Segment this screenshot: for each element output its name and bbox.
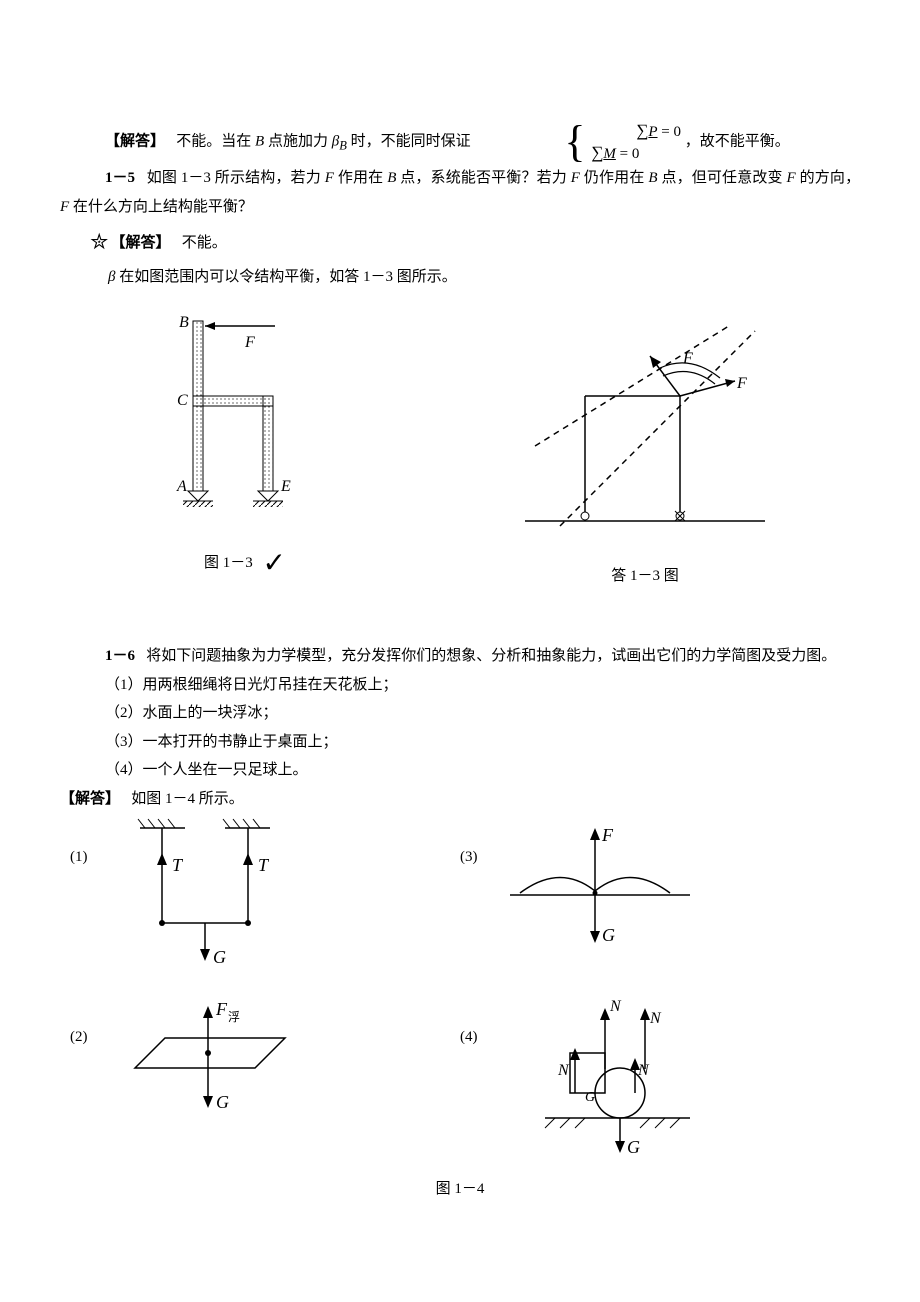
problem-1-6: 1－6 将如下问题抽象为力学模型，充分发挥你们的想象、分析和抽象能力，试画出它们… — [60, 642, 860, 671]
svg-text:G: G — [213, 947, 226, 967]
ans-label: 【解答】 — [105, 133, 165, 149]
svg-text:E: E — [280, 478, 291, 495]
ans-1-6: 【解答】 如图 1－4 所示。 — [60, 785, 860, 814]
ans-1-5: ✮【解答】 不能。 — [60, 221, 860, 263]
fig-1-4-row-2: (2) F 浮 G (4) — [70, 993, 850, 1163]
svg-text:G: G — [602, 925, 615, 945]
svg-text:N: N — [637, 1062, 650, 1079]
fig-1-4-caption: 图 1－4 — [60, 1175, 860, 1204]
ans-fig-1-3-caption: 答 1－3 图 — [505, 562, 785, 591]
q16-item-1: （1）用两根细绳将日光灯吊挂在天花板上； — [60, 671, 860, 700]
subfig-3-svg: F G — [490, 813, 710, 963]
ans-fig-1-3: F F 答 1－3 图 — [505, 326, 785, 591]
svg-text:A: A — [176, 478, 187, 495]
svg-text:C: C — [177, 392, 188, 409]
svg-text:N: N — [557, 1062, 570, 1079]
svg-text:F: F — [601, 825, 614, 845]
subfig-num-1: (1) — [70, 843, 88, 872]
q16-item-4: （4）一个人坐在一只足球上。 — [60, 756, 860, 785]
svg-text:F: F — [736, 375, 747, 392]
svg-text:G: G — [585, 1090, 595, 1105]
svg-text:F: F — [244, 334, 255, 351]
subfig-2-svg: F 浮 G — [100, 993, 310, 1133]
fig-1-3-svg: B F C A E — [135, 301, 355, 531]
svg-text:F: F — [215, 999, 228, 1019]
svg-text:N: N — [609, 998, 622, 1015]
equation-system: { ∑P = 0 ∑M = 0 — [474, 120, 681, 164]
svg-text:浮: 浮 — [228, 1010, 240, 1024]
subfig-1-svg: T T G — [100, 813, 300, 973]
subfig-num-3: (3) — [460, 843, 478, 872]
svg-text:G: G — [627, 1137, 640, 1157]
q16-item-2: （2）水面上的一块浮冰； — [60, 699, 860, 728]
check-icon: ✓ — [263, 537, 286, 590]
fig-1-3-caption: 图 1－3 ✓ — [135, 537, 355, 590]
svg-text:T: T — [258, 855, 270, 875]
figure-row-1-3: B F C A E 图 1－3 ✓ — [60, 301, 860, 590]
ans-1-4: 【解答】 不能。当在 B 点施加力 βB 时，不能同时保证 { ∑P = 0 ∑… — [60, 120, 860, 164]
star-icon: ✮ — [90, 229, 108, 254]
subfig-4-svg: N N N N G G — [490, 993, 720, 1163]
problem-1-5: 1－5 如图 1－3 所示结构，若力 F 作用在 B 点，系统能否平衡？若力 F… — [60, 164, 860, 221]
figure-1-3: B F C A E 图 1－3 ✓ — [135, 301, 355, 590]
prob-num: 1－5 — [105, 170, 135, 186]
svg-text:T: T — [172, 855, 184, 875]
svg-text:F: F — [682, 350, 693, 367]
ans-1-5-line2: β 在如图范围内可以令结构平衡，如答 1－3 图所示。 — [60, 263, 860, 292]
subfig-num-4: (4) — [460, 1023, 478, 1052]
q16-item-3: （3）一本打开的书静止于桌面上； — [60, 728, 860, 757]
ans-fig-1-3-svg: F F — [505, 326, 785, 556]
svg-text:B: B — [179, 314, 189, 331]
subfig-num-2: (2) — [70, 1023, 88, 1052]
svg-text:G: G — [216, 1092, 229, 1112]
fig-1-4-row-1: (1) T T — [70, 813, 850, 973]
svg-text:N: N — [649, 1010, 662, 1027]
